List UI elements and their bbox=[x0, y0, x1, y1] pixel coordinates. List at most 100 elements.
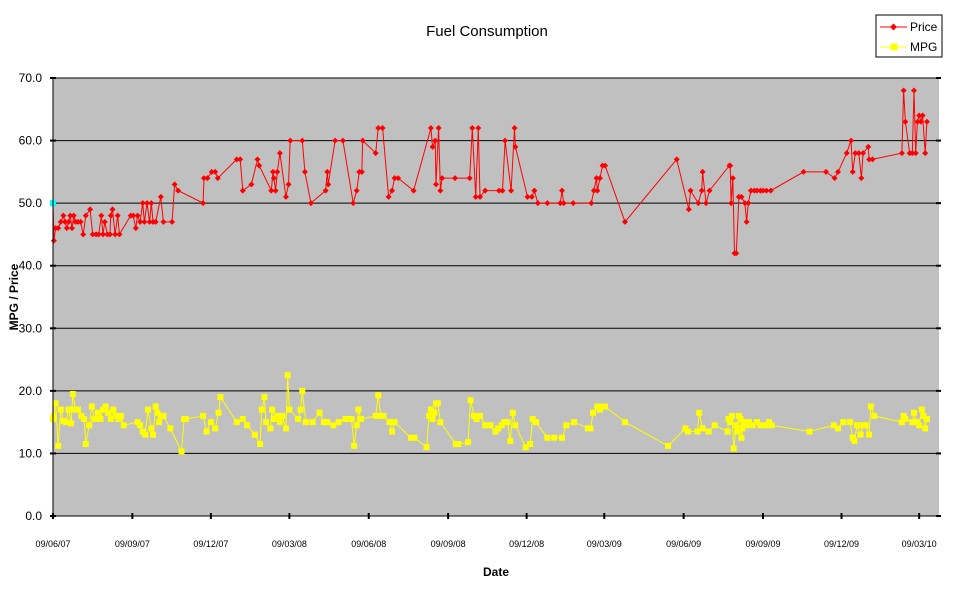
data-point-price bbox=[590, 187, 597, 194]
data-point-price bbox=[57, 218, 64, 225]
data-point-mpg bbox=[279, 412, 286, 419]
data-point-mpg bbox=[65, 406, 72, 413]
data-point-mpg bbox=[768, 422, 775, 429]
data-point-mpg bbox=[533, 419, 540, 426]
data-point-price bbox=[729, 175, 736, 182]
data-point-price bbox=[848, 137, 855, 144]
data-point-price bbox=[502, 137, 509, 144]
data-point-price bbox=[248, 181, 255, 188]
data-point-price bbox=[528, 193, 535, 200]
data-point-mpg bbox=[239, 416, 246, 423]
data-point-mpg bbox=[144, 406, 151, 413]
data-point-price bbox=[855, 150, 862, 157]
data-point-price bbox=[910, 87, 917, 94]
data-point-mpg bbox=[509, 409, 516, 416]
data-point-mpg bbox=[665, 442, 672, 449]
data-point-mpg bbox=[102, 403, 109, 410]
data-point-mpg bbox=[284, 372, 291, 379]
data-point-mpg bbox=[309, 419, 316, 426]
data-point-price bbox=[499, 187, 506, 194]
data-point-mpg bbox=[86, 422, 93, 429]
data-point-price bbox=[437, 187, 444, 194]
data-point-price bbox=[114, 212, 121, 219]
data-point-mpg bbox=[55, 442, 62, 449]
data-point-mpg bbox=[78, 412, 85, 419]
data-point-price bbox=[733, 250, 740, 257]
data-point-price bbox=[860, 150, 867, 157]
data-point-price bbox=[60, 212, 67, 219]
data-point-price bbox=[433, 181, 440, 188]
data-point-price bbox=[922, 150, 929, 157]
data-point-mpg bbox=[699, 425, 706, 432]
data-point-mpg bbox=[682, 425, 689, 432]
data-point-mpg bbox=[274, 412, 281, 419]
x-tick-label: 09/12/08 bbox=[509, 539, 544, 549]
data-point-price bbox=[106, 231, 113, 238]
data-point-mpg bbox=[851, 437, 858, 444]
data-point-mpg bbox=[57, 406, 64, 413]
data-point-price bbox=[98, 212, 105, 219]
data-point-mpg bbox=[854, 422, 861, 429]
data-point-price bbox=[375, 125, 382, 132]
x-tick-label: 09/03/10 bbox=[902, 539, 937, 549]
data-point-mpg bbox=[743, 422, 750, 429]
data-point-mpg bbox=[423, 444, 430, 451]
data-point-mpg bbox=[512, 422, 519, 429]
data-point-price bbox=[77, 218, 84, 225]
x-tick-label: 09/12/09 bbox=[824, 539, 859, 549]
chart-title: Fuel Consumption bbox=[426, 23, 548, 40]
data-point-mpg bbox=[594, 403, 601, 410]
data-point-mpg bbox=[431, 409, 438, 416]
data-point-mpg bbox=[299, 387, 306, 394]
data-point-price bbox=[747, 187, 754, 194]
data-point-price bbox=[70, 212, 77, 219]
data-point-price bbox=[391, 175, 398, 182]
legend-price-marker bbox=[890, 23, 897, 31]
data-point-price bbox=[923, 118, 930, 125]
data-point-price bbox=[109, 206, 116, 213]
data-point-mpg bbox=[501, 419, 508, 426]
legend-box bbox=[875, 14, 943, 58]
data-point-price bbox=[593, 175, 600, 182]
data-point-mpg bbox=[320, 419, 327, 426]
data-point-price bbox=[160, 218, 167, 225]
legend: Price MPG bbox=[875, 14, 943, 58]
data-point-mpg bbox=[52, 400, 59, 407]
data-point-price bbox=[200, 200, 207, 207]
data-point-mpg bbox=[482, 422, 489, 429]
data-point-mpg bbox=[97, 416, 104, 423]
data-point-mpg bbox=[258, 406, 265, 413]
data-point-mpg bbox=[82, 441, 89, 448]
data-point-mpg bbox=[571, 419, 578, 426]
data-point-price bbox=[101, 218, 108, 225]
data-point-price bbox=[916, 112, 923, 119]
data-point-price bbox=[865, 143, 872, 150]
data-point-mpg bbox=[910, 409, 917, 416]
data-point-price bbox=[685, 206, 692, 213]
data-point-mpg bbox=[487, 422, 494, 429]
y-tick-label: 30.0 bbox=[19, 321, 43, 335]
data-point-price bbox=[299, 137, 306, 144]
data-point-mpg bbox=[871, 412, 878, 419]
data-point-mpg bbox=[380, 412, 387, 419]
data-point-mpg bbox=[411, 434, 418, 441]
data-point-price bbox=[866, 156, 873, 163]
data-point-price bbox=[558, 187, 565, 194]
x-tick-label: 09/09/09 bbox=[745, 539, 780, 549]
data-point-price bbox=[212, 168, 219, 175]
data-point-mpg bbox=[263, 419, 270, 426]
data-point-price bbox=[727, 162, 734, 169]
data-point-mpg bbox=[741, 419, 748, 426]
data-point-mpg bbox=[733, 422, 740, 429]
data-point-mpg bbox=[916, 422, 923, 429]
data-point-mpg bbox=[806, 428, 813, 435]
data-point-price bbox=[239, 187, 246, 194]
data-point-price bbox=[55, 225, 62, 232]
data-point-mpg bbox=[590, 409, 597, 416]
data-point-price bbox=[282, 193, 289, 200]
data-point-mpg bbox=[746, 419, 753, 426]
data-point-mpg bbox=[473, 416, 480, 423]
data-point-mpg bbox=[389, 428, 396, 435]
x-tick-label: 09/12/07 bbox=[193, 539, 228, 549]
data-point-mpg bbox=[426, 412, 433, 419]
